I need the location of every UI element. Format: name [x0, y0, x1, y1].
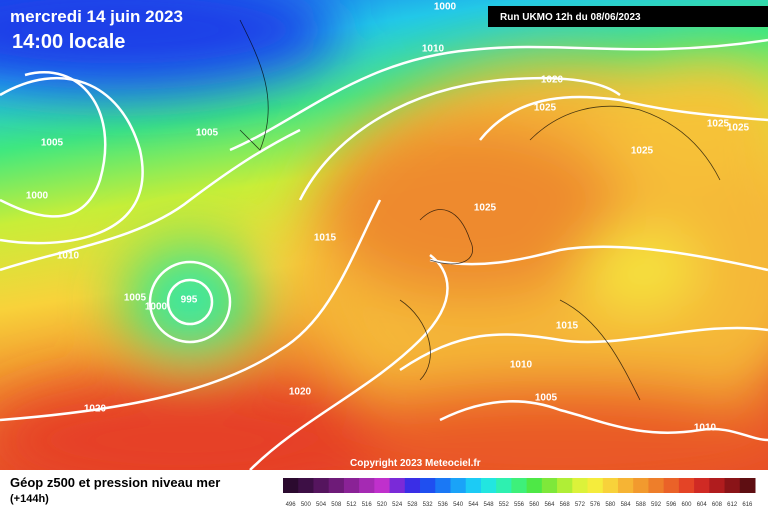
- legend-swatch: [541, 478, 558, 493]
- legend-label: 572: [575, 502, 586, 508]
- legend-swatch: [633, 478, 649, 493]
- legend-lead: (+144h): [10, 493, 49, 505]
- legend-swatch: [648, 478, 665, 493]
- legend-label: 496: [286, 502, 297, 508]
- legend-swatch: [724, 478, 741, 493]
- legend-swatch: [739, 478, 756, 493]
- legend-label: 616: [742, 502, 753, 508]
- isobar-label: 1015: [314, 233, 337, 244]
- legend-swatch: [343, 478, 360, 493]
- legend-swatch: [617, 478, 634, 493]
- legend-swatch: [526, 478, 543, 493]
- isobar-label: 1000: [145, 302, 168, 313]
- field: [0, 0, 768, 470]
- isobar-label: 1005: [124, 293, 147, 304]
- legend-swatch: [435, 478, 451, 493]
- legend-label: 596: [666, 502, 677, 508]
- legend-swatch: [678, 478, 695, 493]
- isobar-label: 1010: [694, 423, 717, 434]
- legend-label: 516: [362, 502, 373, 508]
- legend-swatch: [465, 478, 482, 493]
- copyright: Copyright 2023 Meteociel.fr: [350, 458, 481, 469]
- isobar-label: 1000: [26, 191, 49, 202]
- legend-swatch: [557, 478, 573, 493]
- legend-label: 548: [484, 502, 495, 508]
- legend-label: 540: [453, 502, 464, 508]
- legend-swatch: [572, 478, 589, 493]
- legend-label: 508: [331, 502, 342, 508]
- legend-label: 592: [651, 502, 662, 508]
- legend-label: 600: [681, 502, 692, 508]
- run: Run UKMO 12h du 08/06/2023: [500, 12, 641, 23]
- date: mercredi 14 juin 2023: [10, 7, 183, 26]
- legend-swatch: [389, 478, 406, 493]
- legend-swatch: [587, 478, 604, 493]
- isobar-label: 1005: [41, 138, 64, 149]
- isobar-label: 1025: [474, 203, 497, 214]
- isobar-label: 1025: [707, 119, 730, 130]
- isobar-label: 1005: [535, 393, 558, 404]
- isobar-label: 1020: [541, 75, 564, 86]
- isobar-label: 1000: [434, 2, 457, 13]
- legend-swatch: [496, 478, 512, 493]
- legend-label: 604: [697, 502, 708, 508]
- isobar-label: 1025: [727, 123, 750, 134]
- legend-swatch: [480, 478, 497, 493]
- legend-label: 588: [636, 502, 647, 508]
- legend-swatch: [374, 478, 391, 493]
- legend-swatch: [663, 478, 680, 493]
- legend-label: 520: [377, 502, 388, 508]
- legend-label: 576: [590, 502, 601, 508]
- run-box: [488, 6, 768, 27]
- legend-label: 608: [712, 502, 723, 508]
- legend-label: 532: [423, 502, 434, 508]
- legend-label: 504: [316, 502, 327, 508]
- legend-swatch: [709, 478, 726, 493]
- legend-label: 612: [727, 502, 738, 508]
- legend-swatch: [359, 478, 375, 493]
- isobar-label: 1020: [84, 404, 107, 415]
- legend-swatch: [404, 478, 421, 493]
- legend-label: 500: [301, 502, 312, 508]
- legend-swatch: [313, 478, 330, 493]
- legend-label: 556: [514, 502, 525, 508]
- legend-label: 560: [529, 502, 540, 508]
- legend-label: 568: [560, 502, 571, 508]
- legend-swatch: [328, 478, 345, 493]
- legend-label: 584: [621, 502, 632, 508]
- legend-swatch: [298, 478, 314, 493]
- legend-title: Géop z500 et pression niveau mer: [10, 475, 220, 490]
- legend-label: 564: [544, 502, 555, 508]
- legend-label: 536: [438, 502, 449, 508]
- isobar-label: 1010: [510, 360, 533, 371]
- legend-swatch: [420, 478, 436, 493]
- legend-label: 552: [499, 502, 510, 508]
- legend-label: 512: [347, 502, 358, 508]
- isobar-label: 1010: [57, 251, 80, 262]
- legend-swatch: [602, 478, 619, 493]
- legend-label: 524: [392, 502, 403, 508]
- time: 14:00 locale: [12, 31, 125, 53]
- legend-swatch: [511, 478, 528, 493]
- legend-label: 580: [605, 502, 616, 508]
- isobar-label: 1015: [556, 321, 579, 332]
- isobar-label: 1010: [422, 44, 445, 55]
- legend-swatch: [450, 478, 467, 493]
- legend-swatch: [694, 478, 710, 493]
- isobar-label: 995: [181, 295, 198, 306]
- isobar-label: 1025: [534, 103, 557, 114]
- legend-swatch: [283, 478, 299, 493]
- legend-label: 544: [468, 502, 479, 508]
- isobar-label: 1025: [631, 146, 654, 157]
- isobar-label: 1020: [289, 387, 312, 398]
- isobar-label: 1005: [196, 128, 219, 139]
- legend-label: 528: [407, 502, 418, 508]
